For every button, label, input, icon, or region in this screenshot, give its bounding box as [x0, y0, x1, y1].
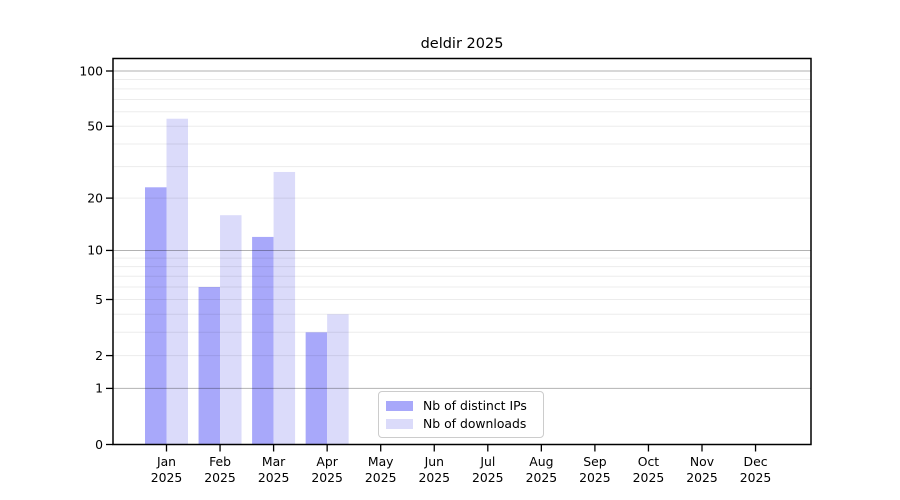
x-axis: Jan 2025 Feb 2025 Mar 2025 Apr 2025 May 2025 Jun 20… — [151, 444, 772, 485]
y-gridlines — [113, 70, 811, 389]
bar-jan-downloads — [166, 118, 188, 445]
x-tick-label-apr: Apr 2025 — [311, 454, 343, 485]
legend-label-downloads: Nb of downloads — [423, 416, 527, 431]
bars — [145, 118, 349, 445]
plot-border — [112, 57, 812, 446]
bar-apr-ips — [305, 332, 328, 445]
x-tick-label-jul: Jul 2025 — [472, 454, 504, 485]
y-tick-label: 100 — [79, 63, 103, 78]
bar-apr-downloads — [327, 314, 349, 445]
y-tick-label: 1 — [95, 381, 103, 396]
x-tick-label-jun: Jun 2025 — [418, 454, 450, 485]
y-tick-label: 0 — [95, 437, 103, 452]
legend-item-distinct-ips: Nb of distinct IPs — [386, 398, 533, 413]
bar-feb-downloads — [220, 215, 242, 445]
x-tick-label-dec: Dec 2025 — [740, 454, 772, 485]
bar-feb-ips — [198, 287, 221, 445]
x-tick-label-sep: Sep 2025 — [579, 454, 611, 485]
y-tick-label: 5 — [95, 292, 103, 307]
legend-swatch-distinct-ips — [386, 400, 413, 411]
y-tick-label: 10 — [87, 243, 103, 258]
legend: Nb of distinct IPs Nb of downloads — [378, 391, 544, 438]
x-tick-label-may: May 2025 — [365, 454, 397, 485]
x-tick-label-oct: Oct 2025 — [633, 454, 665, 485]
x-tick-label-mar: Mar 2025 — [258, 454, 290, 485]
legend-item-downloads: Nb of downloads — [386, 416, 533, 431]
x-tick-label-aug: Aug 2025 — [526, 454, 558, 485]
bar-mar-ips — [252, 236, 274, 445]
chart-title: deldir 2025 — [420, 36, 504, 52]
bar-jan-ips — [145, 187, 167, 445]
bar-mar-downloads — [273, 171, 296, 445]
y-tick-label: 20 — [87, 190, 103, 205]
y-tick-label: 2 — [95, 348, 103, 363]
x-tick-label-jan: Jan 2025 — [151, 454, 183, 485]
legend-label-distinct-ips: Nb of distinct IPs — [423, 398, 527, 413]
x-tick-label-nov: Nov 2025 — [686, 454, 718, 485]
legend-swatch-downloads — [386, 418, 413, 429]
x-tick-label-feb: Feb 2025 — [204, 454, 236, 485]
y-tick-label: 50 — [87, 119, 103, 134]
